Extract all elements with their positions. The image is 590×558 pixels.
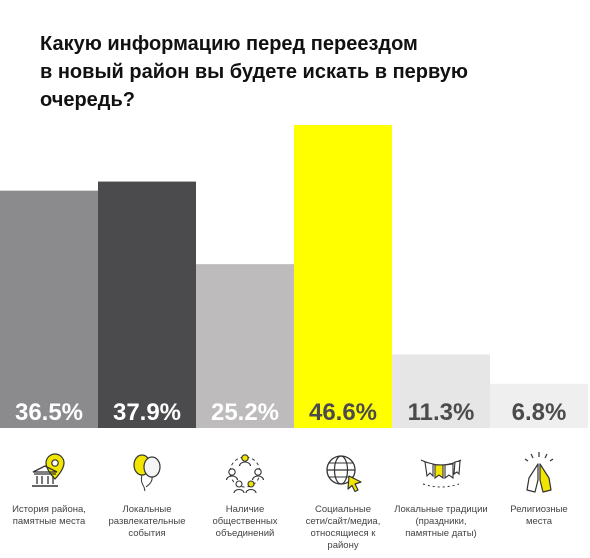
title-line: Какую информацию перед переездом — [40, 33, 418, 55]
category-label-line: История района, — [12, 504, 86, 515]
category-label-line: сети/сайт/медиа, — [305, 516, 381, 527]
category-label-line: Локальные традиции — [394, 504, 488, 515]
bunting-flags-icon — [420, 459, 462, 488]
praying-hands-icon — [524, 452, 554, 493]
category-label-line: Социальные — [314, 504, 372, 515]
category-label-line: объединений — [215, 528, 275, 539]
category-label: История района, памятные места — [0, 504, 98, 528]
bar — [294, 125, 392, 428]
bar — [490, 383, 588, 428]
category-social-media: Социальные сети/сайт/медиа, относящиеся … — [294, 448, 392, 552]
bar-value-label: 36.5% — [15, 399, 83, 426]
category-label-line: памятные даты) — [405, 528, 477, 539]
category-communities: Наличие общественных объединений — [196, 448, 294, 540]
category-label: Локальные развлекательные события — [98, 504, 196, 540]
bar-value-label: 25.2% — [211, 399, 279, 426]
bar-value-label: 11.3% — [408, 399, 475, 426]
bar-value-label: 46.6% — [309, 399, 377, 426]
category-label: Наличие общественных объединений — [196, 504, 294, 540]
category-label-line: Религиозные — [510, 504, 568, 515]
category-label-line: развлекательные — [108, 516, 186, 527]
category-label: Локальные традиции (праздники, памятные … — [392, 504, 490, 540]
bar — [98, 181, 196, 428]
chart-title: Какую информацию перед переездом в новый… — [40, 30, 540, 114]
category-label-line: события — [128, 528, 166, 539]
category-label-line: (праздники, — [415, 516, 467, 527]
category-traditions: Локальные традиции (праздники, памятные … — [392, 448, 490, 540]
category-label: Религиозные места — [490, 504, 588, 528]
bar — [196, 264, 294, 428]
bar — [0, 190, 98, 428]
category-label-line: Наличие — [225, 504, 265, 515]
category-label-line: относящиеся к району — [310, 528, 376, 551]
bar-value-label: 6.8% — [512, 399, 567, 426]
category-label-line: памятные места — [12, 516, 86, 527]
category-label: Социальные сети/сайт/медиа, относящиеся … — [294, 504, 392, 552]
category-label-line: места — [525, 516, 553, 527]
community-group-icon — [225, 454, 265, 494]
globe-cursor-icon — [326, 455, 362, 493]
balloons-icon — [133, 454, 161, 492]
category-label-line: Локальные — [122, 504, 172, 515]
bar-value-label: 37.9% — [113, 399, 181, 426]
museum-pin-icon — [32, 453, 65, 487]
category-label-line: общественных — [212, 516, 278, 527]
bar — [392, 354, 490, 428]
category-religious: Религиозные места — [490, 448, 588, 528]
title-line: очередь? — [40, 89, 135, 111]
title-line: в новый район вы будете искать в первую — [40, 61, 469, 83]
category-events: Локальные развлекательные события — [98, 448, 196, 540]
category-history: История района, памятные места — [0, 448, 98, 528]
